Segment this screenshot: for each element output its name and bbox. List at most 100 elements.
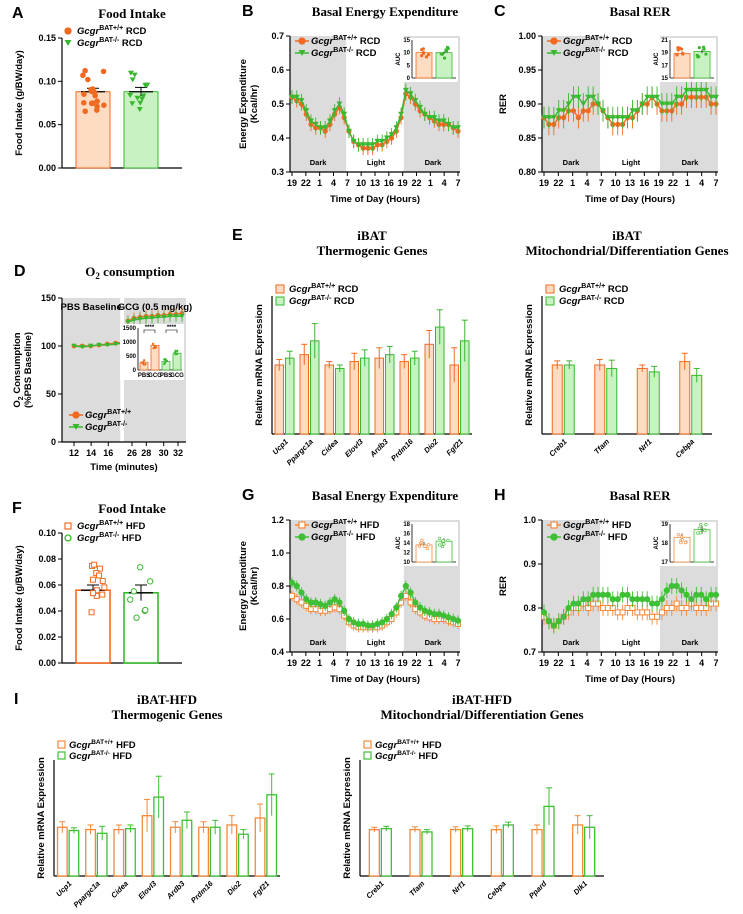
x-tick-label: 16 [639, 178, 649, 188]
data-point [445, 121, 452, 127]
legend-marker [298, 533, 306, 541]
y-tick-label: 0.00 [38, 163, 56, 173]
x-tick-label: 4 [699, 178, 704, 188]
data-point [668, 101, 675, 107]
data-point [364, 142, 371, 148]
inset-point [696, 55, 700, 59]
panel-title: Basal Energy Expenditure [312, 4, 459, 19]
data-point [614, 115, 621, 121]
legend-label: GcgrBAT+/+ HFD [563, 519, 631, 531]
inset-point [420, 538, 424, 542]
x-tick-label: 1 [570, 658, 575, 668]
segment-label: GCG (0.5 mg/kg) [118, 302, 192, 313]
x-axis-label: Time of Day (Hours) [585, 674, 675, 685]
data-point [407, 91, 414, 97]
inset-x-label: PBS [138, 373, 150, 379]
x-axis-label: Time (minutes) [90, 462, 157, 473]
data-point [560, 108, 567, 114]
bar-creb1-0 [551, 364, 563, 435]
x-tick-label: 7 [345, 178, 350, 188]
inset-bar [150, 344, 160, 371]
x-axis-label: Time of Day (Hours) [585, 194, 675, 205]
category-label-elovl3: Elovl3 [343, 436, 366, 459]
x-tick-label: 13 [370, 658, 380, 668]
data-point [658, 101, 665, 107]
inset-point [141, 362, 145, 365]
data-point [293, 596, 300, 603]
data-point [134, 95, 141, 101]
legend-label: GcgrBAT+/+ RCD [563, 35, 633, 47]
inset-y-label: AUC [396, 52, 402, 66]
data-point [383, 135, 390, 141]
legend-entry-1: GcgrBAT-/- HFD [363, 750, 438, 762]
inset-point [680, 538, 684, 542]
inset-point [683, 541, 688, 545]
legend-label: GcgrBAT-/- [85, 421, 128, 433]
y-axis-label: Food Intake (g/BW/day) [14, 545, 25, 651]
data-point [393, 604, 400, 611]
inset-point [426, 53, 431, 57]
data-point [693, 605, 700, 611]
data-point [555, 618, 562, 625]
legend-label: GcgrBAT-/- RCD [563, 47, 629, 59]
data-point [698, 591, 705, 598]
inset-point [420, 54, 424, 58]
data-point [350, 138, 357, 144]
data-point [570, 94, 577, 100]
inset-tick-label: 17 [661, 63, 668, 69]
x-tick-label: 1 [317, 658, 322, 668]
legend-marker [550, 533, 558, 541]
data-point [88, 86, 94, 93]
data-point [136, 106, 143, 112]
data-point [653, 600, 661, 607]
x-tick-label: 1 [428, 658, 433, 668]
category-label-cebpa: Cebpa [674, 437, 697, 460]
data-point [374, 138, 381, 144]
legend-marker [545, 296, 555, 306]
data-point [560, 613, 567, 620]
category-label-ardb3: Ardb3 [368, 436, 391, 459]
inset-tick-label: 1000 [123, 340, 137, 346]
x-tick-label: 22 [553, 658, 563, 668]
data-point [426, 115, 433, 121]
legend-marker [72, 411, 80, 419]
region-label: Dark [425, 158, 443, 167]
data-point [303, 108, 310, 114]
data-point [104, 342, 111, 348]
category-label-cidea: Cidea [319, 437, 340, 458]
category-label-ardb3: Ardb3 [164, 878, 187, 901]
data-point [624, 605, 631, 611]
x-tick-label: 7 [599, 658, 604, 668]
inset-point [696, 531, 700, 535]
data-point [599, 108, 606, 114]
x-tick-label: 13 [370, 178, 380, 188]
data-point [87, 343, 94, 349]
data-point [673, 94, 680, 100]
panel-title: Food Intake [98, 6, 166, 21]
data-point [129, 77, 136, 83]
inset-point [440, 544, 444, 549]
panel-letter: F [12, 500, 22, 517]
category-label-prdm16: Prdm16 [189, 878, 215, 904]
legend-label: GcgrBAT-/- HFD [69, 750, 132, 762]
x-tick-label: 28 [141, 448, 151, 458]
data-point [71, 343, 77, 349]
data-point [688, 87, 695, 93]
data-point [614, 596, 621, 603]
data-point [393, 125, 400, 131]
significance-bracket [143, 329, 156, 333]
data-point [82, 67, 88, 74]
inset-point [704, 52, 708, 56]
data-point [79, 344, 86, 350]
data-point [545, 618, 553, 625]
data-point [624, 115, 631, 121]
category-label-dlk1: Dlk1 [572, 879, 590, 897]
x-tick-label: 26 [127, 448, 137, 458]
bar-nrf1-0 [636, 367, 648, 435]
panel-title: Food Intake [98, 501, 166, 516]
y-tick-label: 0.10 [38, 528, 56, 538]
inset-chart: 10 12 14 16 18 AUC [396, 522, 458, 566]
data-point [604, 115, 611, 121]
legend-label: GcgrBAT+/+ [85, 409, 131, 421]
